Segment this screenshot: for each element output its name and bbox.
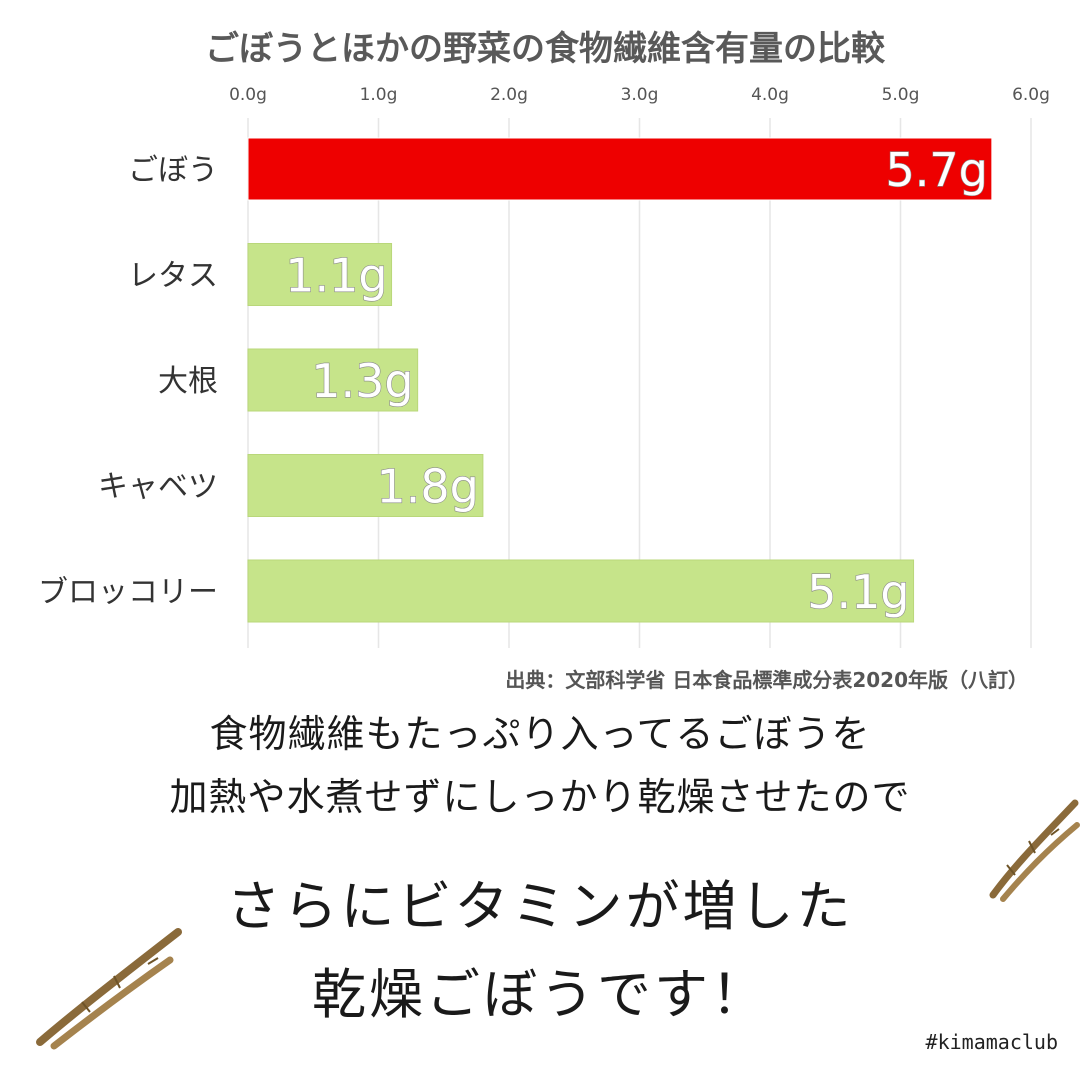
x-tick-label: 2.0g xyxy=(490,85,528,105)
caption-line-1: 食物繊維もたっぷり入ってるごぼうを xyxy=(209,712,871,756)
bar-value-label: 1.8g xyxy=(377,460,479,514)
category-label: ブロッコリー xyxy=(38,575,218,610)
x-tick-label: 5.0g xyxy=(882,85,920,105)
chart-gridlines xyxy=(247,118,1032,648)
x-tick-label: 3.0g xyxy=(621,85,659,105)
x-axis-ticks: 0.0g 1.0g 2.0g 3.0g 4.0g 5.0g 6.0g xyxy=(229,85,1050,105)
bar xyxy=(247,137,993,201)
bar xyxy=(247,559,915,623)
bar-value-labels: 5.7g 1.1g 1.3g 1.8g 5.1g xyxy=(285,142,989,619)
category-label: 大根 xyxy=(158,364,218,399)
caption-line-2: 加熱や水煮せずにしっかり乾燥させたので xyxy=(169,775,911,819)
caption-line-3: さらにビタミンが増した xyxy=(226,875,854,938)
x-tick-label: 4.0g xyxy=(751,85,789,105)
bar-value-label: 1.3g xyxy=(311,354,413,408)
source-note: 出典：文部科学省 日本食品標準成分表2020年版（八訂） xyxy=(505,668,1028,692)
bar xyxy=(247,348,419,412)
bar-value-label: 1.1g xyxy=(285,249,387,303)
bar xyxy=(247,454,484,517)
bar xyxy=(247,243,393,306)
burdock-root-icon xyxy=(989,799,1080,902)
caption-line-4: 乾燥ごぼうです！ xyxy=(312,963,768,1026)
chart-title: ごぼうとほかの野菜の食物繊維含有量の比較 xyxy=(205,29,886,69)
x-tick-label: 6.0g xyxy=(1012,85,1050,105)
fiber-bar-chart: ごぼうとほかの野菜の食物繊維含有量の比較 0.0g 1.0g 2.0g 3.0g 4.0… xyxy=(38,29,1050,648)
hashtag: #kimamaclub xyxy=(925,1030,1058,1054)
x-tick-label: 0.0g xyxy=(229,85,267,105)
x-tick-label: 1.0g xyxy=(360,85,398,105)
category-label: キャベツ xyxy=(98,470,218,505)
burdock-root-icon xyxy=(36,928,182,1050)
bar-value-label: 5.1g xyxy=(807,565,909,619)
category-label: レタス xyxy=(128,259,218,294)
chart-bars xyxy=(247,137,993,623)
bar-value-label: 5.7g xyxy=(885,143,987,197)
category-label: ごぼう xyxy=(128,153,218,188)
